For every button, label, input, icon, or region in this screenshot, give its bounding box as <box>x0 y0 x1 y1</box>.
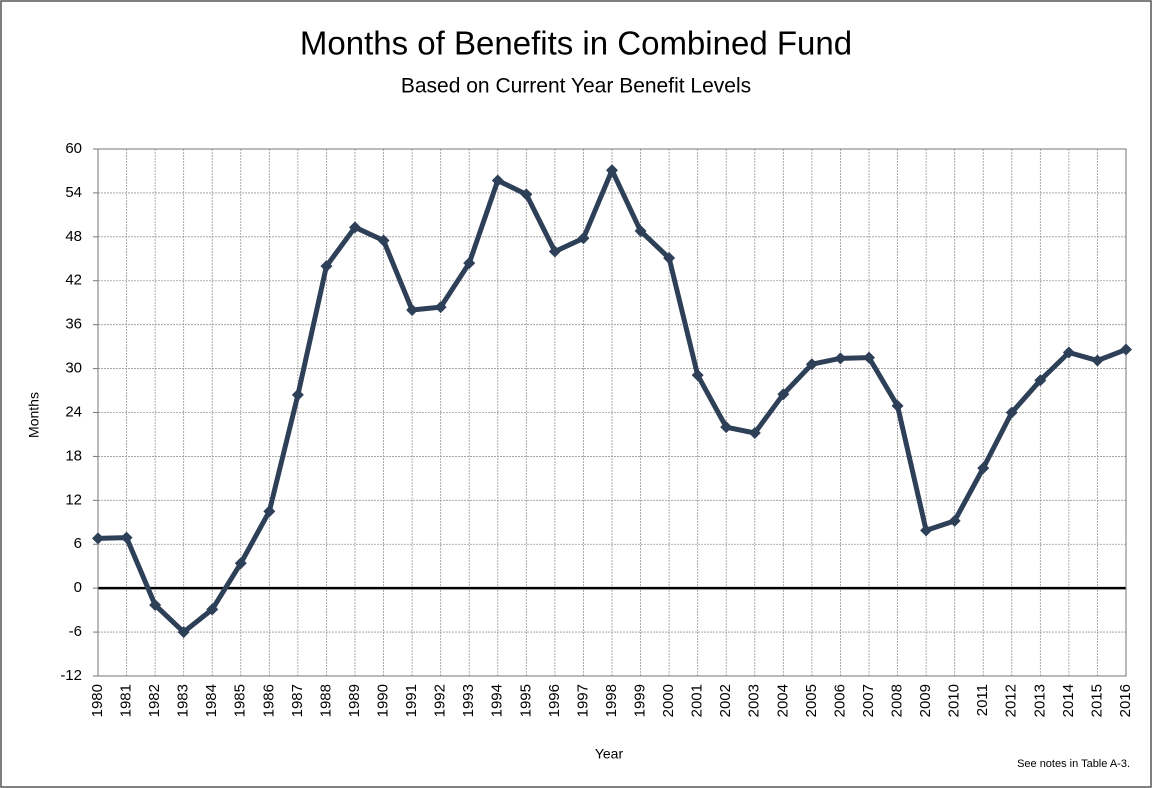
x-tick-label: 1999 <box>632 684 649 717</box>
x-tick-label: 2006 <box>831 684 848 717</box>
x-tick-label: 2015 <box>1088 684 1105 717</box>
x-tick-label: 1991 <box>403 684 420 717</box>
data-marker <box>1034 374 1047 387</box>
chart-subtitle: Based on Current Year Benefit Levels <box>401 75 751 98</box>
data-marker <box>320 260 333 273</box>
x-tick-label: 2005 <box>803 684 820 717</box>
x-tick-label: 1990 <box>375 684 392 717</box>
x-tick-label: 1986 <box>260 684 277 717</box>
data-marker <box>691 369 704 382</box>
data-marker <box>92 532 104 545</box>
y-tick-label: 42 <box>65 272 82 289</box>
y-tick-label: 24 <box>65 403 82 420</box>
data-marker <box>977 462 990 475</box>
data-marker <box>291 388 304 401</box>
x-tick-label: 2008 <box>889 684 906 717</box>
data-marker <box>434 301 447 314</box>
data-marker <box>1091 354 1104 367</box>
data-marker <box>834 352 847 365</box>
data-marker <box>263 505 276 518</box>
y-tick-label: 60 <box>65 140 82 157</box>
y-tick-label: 54 <box>65 184 82 201</box>
y-tick-label: 30 <box>65 360 82 377</box>
data-marker <box>349 221 361 234</box>
x-tick-label: 2009 <box>917 684 934 717</box>
data-marker <box>177 626 190 639</box>
data-marker <box>206 603 219 616</box>
x-tick-label: 1997 <box>574 684 591 717</box>
data-marker <box>920 524 933 537</box>
x-tick-label: 2012 <box>1003 684 1020 717</box>
data-marker <box>491 174 504 187</box>
x-tick-label: 1992 <box>432 684 449 717</box>
data-marker <box>120 531 133 544</box>
data-marker <box>406 304 419 317</box>
data-marker <box>377 234 390 247</box>
data-marker <box>606 164 618 177</box>
data-marker <box>234 557 247 570</box>
data-marker <box>1005 406 1018 419</box>
x-tick-label: 1981 <box>118 684 135 717</box>
data-marker <box>891 399 904 412</box>
x-tick-label: 1983 <box>175 684 192 717</box>
y-tick-label: 6 <box>74 535 82 552</box>
x-tick-label: 1989 <box>346 684 363 717</box>
x-tick-label: 1994 <box>489 684 506 717</box>
x-tick-label: 1993 <box>460 684 477 717</box>
data-marker <box>948 514 961 527</box>
plot-border <box>97 148 1127 677</box>
note: See notes in Table A-3. <box>1017 758 1130 770</box>
data-marker <box>805 358 818 371</box>
x-tick-label: 2003 <box>746 684 763 717</box>
x-tick-label: 1987 <box>289 684 306 717</box>
data-marker <box>1062 346 1075 359</box>
x-tick-label: 1988 <box>317 684 334 717</box>
x-tick-label: 2010 <box>946 684 963 717</box>
x-tick-label: 1995 <box>517 684 534 717</box>
data-marker <box>863 351 875 364</box>
x-tick-label: 1984 <box>203 684 220 717</box>
x-tick-label: 1998 <box>603 684 620 717</box>
x-tick-label: 2002 <box>717 684 734 717</box>
data-marker <box>634 224 647 237</box>
data-marker <box>520 188 533 201</box>
data-marker <box>577 232 590 245</box>
y-tick-label: -6 <box>69 623 82 640</box>
x-tick-label: 1980 <box>89 684 106 717</box>
x-tick-label: 1996 <box>546 684 563 717</box>
data-marker <box>149 599 162 612</box>
x-tick-label: 2000 <box>660 684 677 717</box>
x-tick-label: 2007 <box>860 684 877 717</box>
y-axis-label: Months <box>26 392 42 438</box>
data-marker <box>463 257 476 270</box>
data-marker <box>1120 343 1132 356</box>
x-tick-label: 2011 <box>974 684 991 716</box>
x-tick-label: 1985 <box>232 684 249 717</box>
x-axis-label: Year <box>595 746 624 762</box>
data-marker <box>720 421 733 434</box>
y-tick-label: 0 <box>74 579 82 596</box>
y-tick-label: 48 <box>65 228 82 245</box>
y-tick-label: -12 <box>60 667 82 684</box>
x-tick-label: 2013 <box>1031 684 1048 717</box>
x-tick-label: 2004 <box>774 684 791 717</box>
x-tick-label: 2014 <box>1060 684 1077 717</box>
x-tick-label: 2001 <box>689 684 706 717</box>
x-tick-label: 1982 <box>146 684 163 717</box>
data-marker <box>663 252 676 265</box>
x-tick-label: 2016 <box>1117 684 1134 717</box>
y-tick-label: 36 <box>65 316 82 333</box>
data-marker <box>748 426 761 439</box>
y-tick-label: 12 <box>65 491 82 508</box>
data-marker <box>777 388 790 401</box>
chart-title: Months of Benefits in Combined Fund <box>300 25 852 62</box>
y-tick-label: 18 <box>65 447 82 464</box>
data-marker <box>548 245 561 258</box>
